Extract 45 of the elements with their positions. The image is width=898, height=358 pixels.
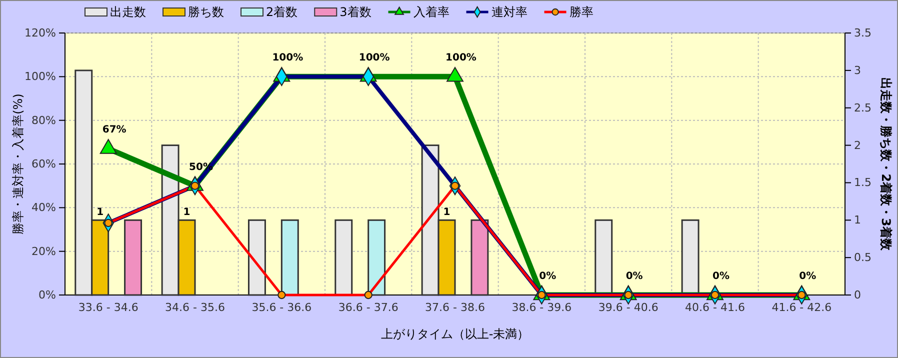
y-tick-label: 40% — [32, 201, 56, 214]
legend-label: 連対率 — [491, 5, 528, 19]
y2-axis-title: 出走数・勝ち数・2着数・3着数 — [879, 78, 893, 252]
y-tick-label: 0% — [38, 288, 56, 302]
data-label: 1 — [183, 207, 190, 218]
legend-label: 2着数 — [266, 5, 298, 19]
y-axis-title: 勝率・連対率・入着率(%) — [11, 94, 25, 234]
y2-tick-label: 1 — [854, 214, 861, 227]
data-label: 100% — [446, 52, 476, 64]
y-tick-label: 120% — [24, 26, 56, 40]
x-tick-label: 33.6 - 34.6 — [78, 300, 138, 314]
y-tick-label: 60% — [32, 158, 56, 171]
legend-label: 入着率 — [413, 5, 450, 19]
x-tick-label: 34.6 - 35.6 — [165, 300, 225, 314]
x-tick-label: 37.6 - 38.6 — [425, 300, 485, 314]
y2-tick-label: 0.5 — [854, 251, 872, 264]
data-label: 67% — [102, 124, 126, 136]
x-tick-label: 41.6 - 42.6 — [772, 300, 832, 314]
y-tick-label: 80% — [32, 114, 56, 127]
y2-tick-label: 2.5 — [854, 101, 872, 114]
x-tick-label: 40.6 - 41.6 — [685, 300, 745, 314]
legend-label: 3着数 — [340, 5, 372, 19]
data-label: 1 — [443, 207, 450, 218]
data-label: 0% — [626, 271, 643, 282]
y2-tick-label: 3 — [854, 64, 861, 77]
x-tick-label: 38.6 - 39.6 — [512, 300, 572, 314]
legend-label: 出走数 — [110, 5, 146, 19]
data-label: 1 — [96, 207, 104, 218]
y2-tick-label: 2 — [854, 138, 861, 152]
y2-tick-label: 1.5 — [854, 176, 872, 190]
x-axis-title: 上がりタイム（以上-未満） — [380, 327, 530, 341]
x-tick-label: 35.6 - 36.6 — [252, 300, 312, 314]
y2-tick-label: 3.5 — [854, 26, 872, 40]
legend-label: 勝率 — [569, 5, 594, 19]
data-label: 100% — [272, 52, 304, 64]
legend-label: 勝ち数 — [188, 5, 224, 19]
data-label: 0% — [799, 271, 816, 282]
data-label: 0% — [539, 271, 556, 282]
data-label: 0% — [712, 271, 730, 282]
y-tick-label: 20% — [32, 244, 56, 258]
y2-tick-label: 0 — [854, 288, 861, 302]
data-label: 100% — [358, 52, 390, 64]
x-tick-label: 39.6 - 40.6 — [598, 300, 658, 314]
y-tick-label: 100% — [24, 70, 56, 84]
x-tick-label: 36.6 - 37.6 — [338, 300, 398, 314]
